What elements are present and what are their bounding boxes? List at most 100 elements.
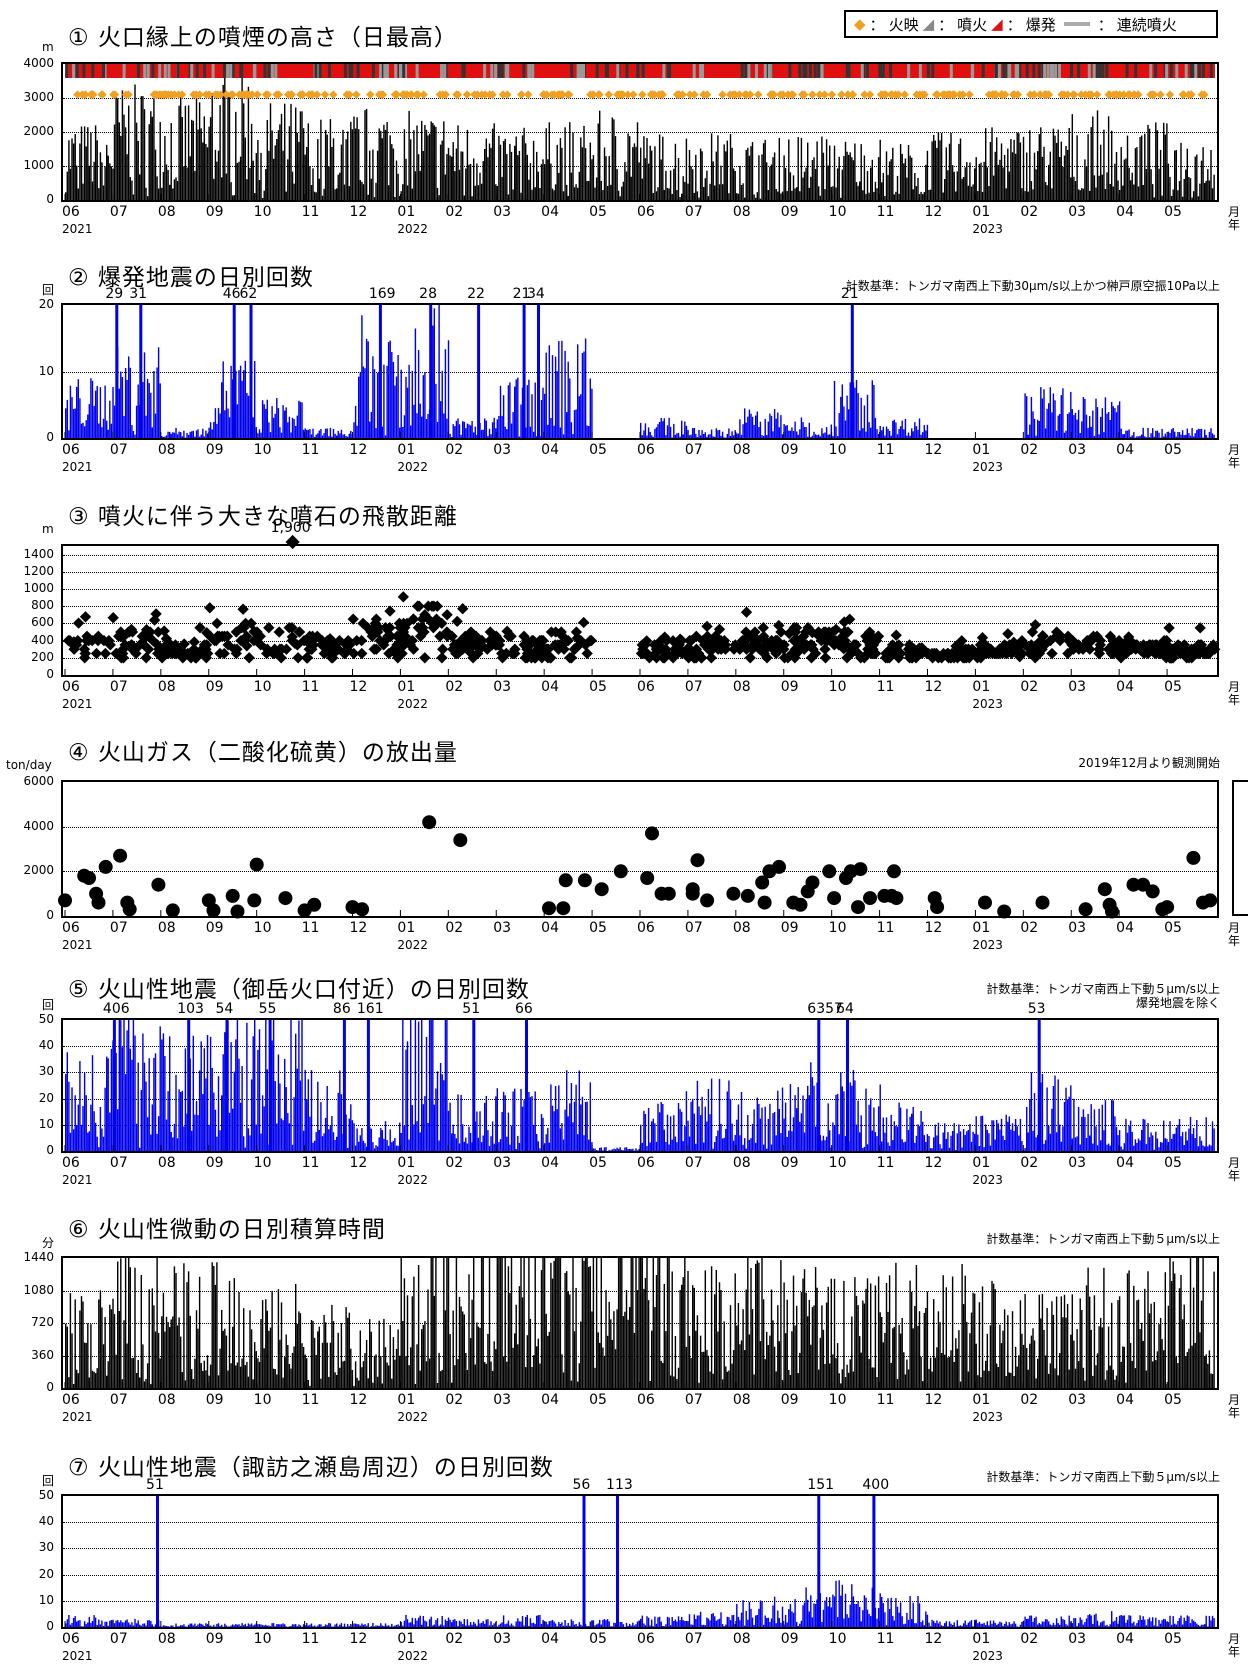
peak-value-label: 34 bbox=[526, 286, 545, 302]
daily-bar bbox=[406, 185, 409, 200]
eruption-mark bbox=[1095, 64, 1098, 78]
daily-bar bbox=[896, 175, 899, 200]
daily-bar bbox=[764, 418, 766, 438]
daily-bar bbox=[243, 1625, 245, 1627]
daily-bar bbox=[679, 436, 681, 438]
daily-bar bbox=[1093, 436, 1096, 438]
daily-bar bbox=[99, 387, 102, 438]
daily-bar bbox=[1082, 397, 1085, 438]
daily-bar bbox=[514, 145, 516, 200]
daily-bar bbox=[1129, 436, 1132, 438]
daily-bar bbox=[280, 113, 283, 200]
daily-bar bbox=[337, 1626, 339, 1627]
daily-bar bbox=[895, 422, 897, 438]
daily-bar bbox=[791, 427, 793, 438]
daily-bar bbox=[874, 181, 877, 200]
daily-bar bbox=[402, 427, 404, 438]
daily-bar bbox=[1133, 432, 1135, 438]
daily-bar bbox=[197, 1624, 199, 1627]
daily-bar bbox=[695, 433, 697, 438]
daily-bar bbox=[187, 105, 190, 200]
daily-bar bbox=[484, 1623, 486, 1627]
daily-bar bbox=[874, 417, 877, 438]
daily-bar bbox=[573, 187, 576, 200]
gridline bbox=[63, 371, 1217, 373]
daily-bar bbox=[1032, 411, 1034, 438]
month-tick-label: 06 bbox=[637, 204, 655, 220]
eruption-mark bbox=[190, 64, 194, 78]
eruption-mark bbox=[203, 64, 207, 78]
daily-bar bbox=[317, 139, 319, 200]
daily-bar bbox=[528, 379, 530, 438]
daily-bar bbox=[1174, 150, 1176, 200]
daily-bar bbox=[673, 168, 675, 200]
eruption-mark bbox=[699, 64, 703, 78]
legend-glow: 火映 bbox=[888, 15, 919, 34]
daily-bar bbox=[797, 434, 799, 438]
daily-bar bbox=[731, 431, 733, 438]
daily-bar bbox=[112, 387, 114, 438]
daily-bar bbox=[830, 186, 833, 200]
daily-bar bbox=[312, 1626, 314, 1627]
daily-bar bbox=[893, 419, 896, 438]
daily-bar bbox=[693, 192, 696, 200]
daily-bar bbox=[761, 154, 763, 200]
daily-bar bbox=[413, 1624, 415, 1627]
month-tick-label: 01 bbox=[397, 442, 416, 458]
daily-bar bbox=[838, 413, 840, 438]
daily-bar bbox=[65, 408, 67, 438]
daily-bar bbox=[970, 186, 973, 200]
daily-bar bbox=[1027, 434, 1029, 438]
daily-bar bbox=[509, 1625, 511, 1627]
daily-bar bbox=[1170, 429, 1173, 438]
eruption-mark bbox=[158, 64, 162, 78]
daily-bar bbox=[1076, 135, 1078, 200]
daily-bar bbox=[261, 1625, 264, 1627]
eruption-mark bbox=[1098, 64, 1102, 78]
daily-bar bbox=[534, 1624, 536, 1627]
daily-bar bbox=[972, 184, 974, 200]
daily-bar bbox=[868, 192, 870, 200]
daily-bar bbox=[1071, 114, 1074, 200]
daily-bar bbox=[528, 1625, 530, 1627]
daily-bar bbox=[425, 129, 428, 200]
daily-bar bbox=[1177, 190, 1179, 200]
daily-bar bbox=[439, 144, 442, 200]
daily-bar bbox=[1163, 122, 1165, 200]
daily-bar bbox=[135, 1623, 138, 1627]
daily-bar bbox=[986, 167, 989, 200]
month-tick-label: 07 bbox=[684, 204, 703, 220]
eruption-mark bbox=[263, 64, 267, 78]
daily-bar bbox=[340, 144, 343, 200]
eruption-mark bbox=[755, 64, 758, 78]
daily-bar bbox=[94, 1617, 97, 1627]
eruption-mark bbox=[522, 64, 526, 78]
daily-bar bbox=[1118, 401, 1121, 438]
daily-bar bbox=[1150, 433, 1152, 438]
daily-bar bbox=[88, 165, 91, 200]
daily-bar bbox=[298, 141, 300, 200]
daily-bar bbox=[559, 427, 562, 438]
daily-bar bbox=[794, 421, 796, 438]
daily-bar bbox=[958, 143, 960, 200]
daily-bar bbox=[1055, 430, 1058, 438]
daily-bar bbox=[87, 1622, 89, 1627]
daily-bar bbox=[729, 435, 732, 438]
daily-bar bbox=[488, 143, 491, 200]
daily-bar bbox=[1123, 159, 1126, 200]
eruption-mark bbox=[1032, 64, 1036, 78]
daily-bar bbox=[584, 148, 587, 200]
daily-bar bbox=[243, 370, 245, 438]
daily-bar bbox=[625, 171, 628, 200]
daily-bar bbox=[438, 1625, 440, 1627]
eruption-mark bbox=[528, 64, 532, 78]
daily-bar bbox=[674, 143, 677, 200]
daily-bar bbox=[422, 1616, 425, 1627]
daily-bar bbox=[507, 1620, 510, 1627]
daily-bar bbox=[548, 1621, 551, 1627]
daily-bar bbox=[222, 84, 224, 200]
daily-bar bbox=[784, 425, 787, 438]
daily-bar bbox=[1037, 419, 1039, 438]
glow-marker bbox=[253, 90, 262, 99]
daily-bar bbox=[1044, 182, 1047, 200]
